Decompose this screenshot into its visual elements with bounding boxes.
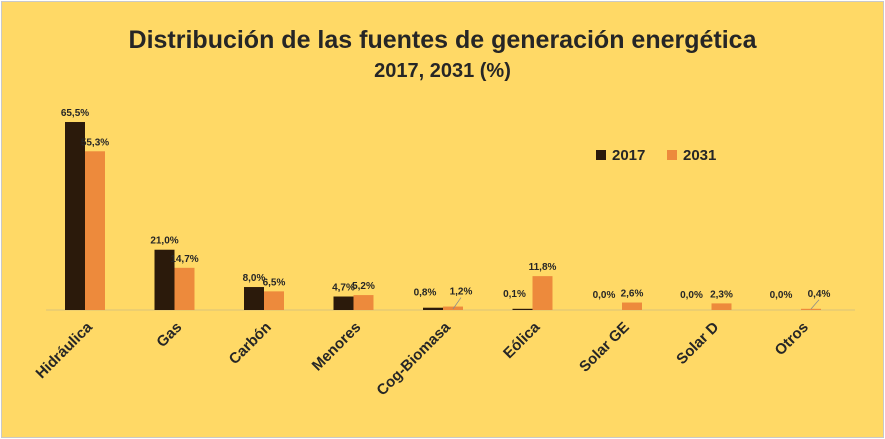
bar-cog-biomasa-2031 (443, 306, 463, 310)
category-label-hidr-ulica: Hidráulica (33, 318, 97, 382)
data-label-solar-ge-2031: 2,6% (621, 289, 644, 300)
bar-e-lica-2017 (512, 308, 533, 310)
data-label-cog-biomasa-2017: 0,8% (414, 288, 437, 299)
data-label-carb-n-2017: 8,0% (243, 273, 266, 284)
bar-cog-biomasa-2017 (423, 307, 443, 310)
data-label-solar-ge-2017: 0,0% (593, 290, 616, 301)
bar-carb-n-2031 (264, 291, 284, 310)
data-label-hidr-ulica-2017: 65,5% (61, 108, 89, 119)
bar-menores-2017 (333, 296, 354, 310)
legend-swatch-2017 (596, 150, 606, 160)
bar-e-lica-2031 (532, 276, 553, 310)
data-label-carb-n-2031: 6,5% (263, 277, 286, 288)
data-label-solar-d-2017: 0,0% (680, 290, 703, 301)
data-label-otros-2031: 0,4% (808, 289, 831, 300)
category-label-solar-ge: Solar GE (576, 319, 633, 376)
bar-gas-2017 (154, 249, 175, 310)
leader-line-otros (810, 299, 820, 310)
bar-hidr-ulica-2017 (65, 122, 85, 310)
category-label-solar-d: Solar D (673, 319, 722, 368)
legend-item-2031: 2031 (667, 146, 716, 164)
category-label-e-lica: Eólica (500, 318, 544, 362)
data-label-hidr-ulica-2031: 55,3% (81, 137, 109, 148)
category-label-carb-n: Carbón (226, 319, 275, 368)
legend-label-2031: 2031 (683, 146, 717, 164)
legend-label-2017: 2017 (612, 146, 646, 164)
data-label-otros-2017: 0,0% (770, 290, 793, 301)
bar-gas-2031 (174, 267, 195, 310)
data-label-cog-biomasa-2031: 1,2% (450, 287, 473, 298)
bar-hidr-ulica-2031 (85, 151, 105, 310)
data-label-gas-2031: 14,7% (170, 254, 198, 265)
data-label-e-lica-2031: 11,8% (529, 262, 557, 273)
category-label-cog-biomasa: Cog-Biomasa (373, 318, 454, 399)
data-label-e-lica-2017: 0,1% (503, 289, 526, 300)
data-label-gas-2017: 21,0% (150, 236, 178, 247)
chart-subtitle: 2017, 2031 (%) (374, 60, 511, 82)
bar-menores-2031 (353, 295, 374, 310)
bar-otros-2031 (801, 308, 821, 310)
category-label-menores: Menores (309, 319, 365, 375)
leader-line-cog-biomasa (452, 297, 462, 310)
category-label-gas: Gas (153, 319, 185, 351)
legend-item-2017: 2017 (596, 146, 645, 164)
bar-solar-d-2031 (711, 303, 732, 310)
legend-swatch-2031 (667, 150, 677, 160)
data-label-menores-2031: 5,2% (352, 281, 375, 292)
data-label-solar-d-2031: 2,3% (710, 289, 733, 300)
category-label-otros: Otros (772, 319, 812, 359)
chart-title: Distribución de las fuentes de generació… (128, 26, 757, 54)
bar-carb-n-2017 (244, 287, 264, 310)
data-label-menores-2017: 4,7% (332, 283, 355, 294)
bar-solar-ge-2031 (622, 302, 642, 310)
